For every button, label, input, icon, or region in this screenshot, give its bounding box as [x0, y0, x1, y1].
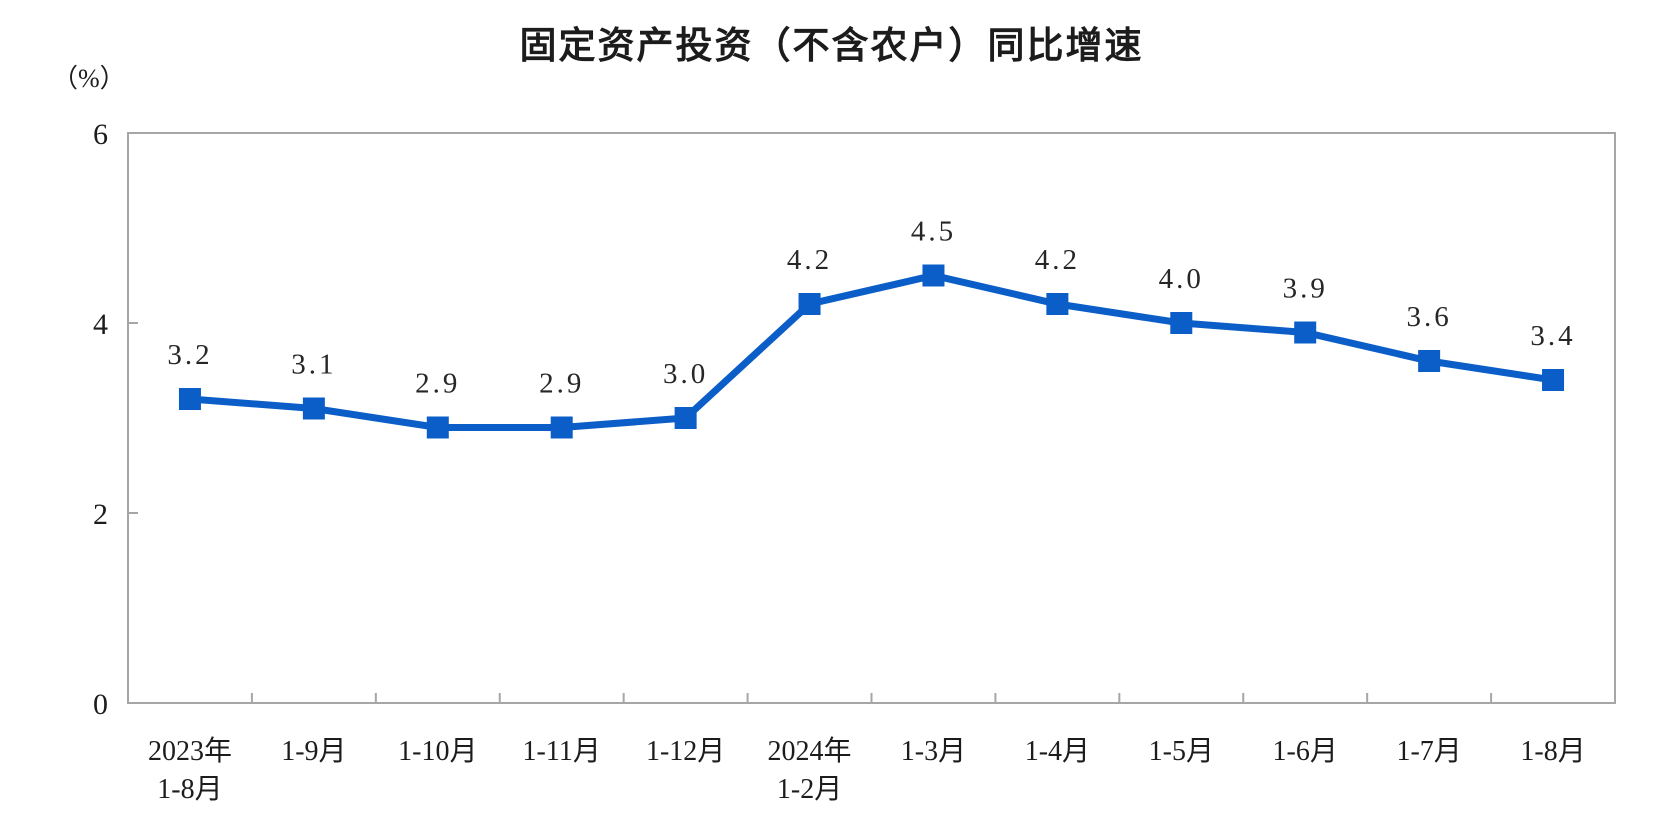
x-tick-label: 1-10月 [398, 736, 477, 767]
data-point-marker [798, 293, 821, 315]
data-point-label: 3.2 [167, 339, 212, 371]
y-tick-label: 4 [93, 308, 108, 341]
data-point-marker [1542, 369, 1565, 391]
data-point-label: 3.1 [291, 349, 336, 381]
plot-border [127, 132, 1616, 704]
data-point-marker [1418, 350, 1441, 372]
data-point-marker [1046, 293, 1069, 315]
series-line [189, 271, 1554, 431]
x-tick-label: 2023年 [148, 735, 232, 767]
x-tick-label: 1-8月 [157, 774, 222, 805]
data-point-label: 4.2 [787, 244, 832, 276]
data-point-label: 4.2 [1035, 244, 1080, 276]
y-tick-label: 6 [93, 118, 108, 151]
data-point-marker [922, 264, 945, 287]
data-point-marker [550, 416, 573, 439]
data-point-label: 3.0 [663, 358, 708, 390]
data-point-marker [426, 416, 449, 439]
data-point-marker [1294, 321, 1317, 344]
x-tick-label: 1-8月 [1520, 736, 1585, 767]
data-point-label: 4.5 [911, 216, 956, 248]
y-tick-label: 0 [93, 688, 108, 721]
data-point-label: 3.6 [1407, 301, 1452, 333]
x-tick-label: 2024年 [768, 735, 852, 767]
data-point-label: 2.9 [539, 368, 584, 400]
data-point-label: 3.4 [1530, 320, 1575, 352]
y-tick-label: 2 [93, 498, 108, 531]
data-point-label: 4.0 [1159, 263, 1204, 295]
data-point-marker [302, 397, 325, 420]
x-tick-label: 1-4月 [1025, 736, 1090, 767]
data-point-marker [178, 388, 201, 410]
data-point-label: 3.9 [1283, 273, 1328, 305]
x-tick-label: 1-2月 [777, 774, 842, 805]
chart-title: 固定资产投资（不含农户）同比增速 [519, 25, 1144, 66]
x-tick-label: 1-9月 [281, 736, 346, 767]
data-point-marker [674, 407, 697, 429]
x-tick-label: 1-7月 [1396, 736, 1461, 767]
x-tick-label: 1-6月 [1273, 736, 1338, 767]
x-tick-label: 1-11月 [523, 736, 601, 767]
x-tick-label: 1-5月 [1149, 736, 1214, 767]
y-axis-unit-label: （%） [52, 64, 126, 93]
x-tick-label: 1-12月 [646, 736, 725, 767]
data-point-label: 2.9 [415, 368, 460, 400]
x-tick-label: 1-3月 [901, 736, 966, 767]
data-point-marker [1170, 312, 1193, 334]
